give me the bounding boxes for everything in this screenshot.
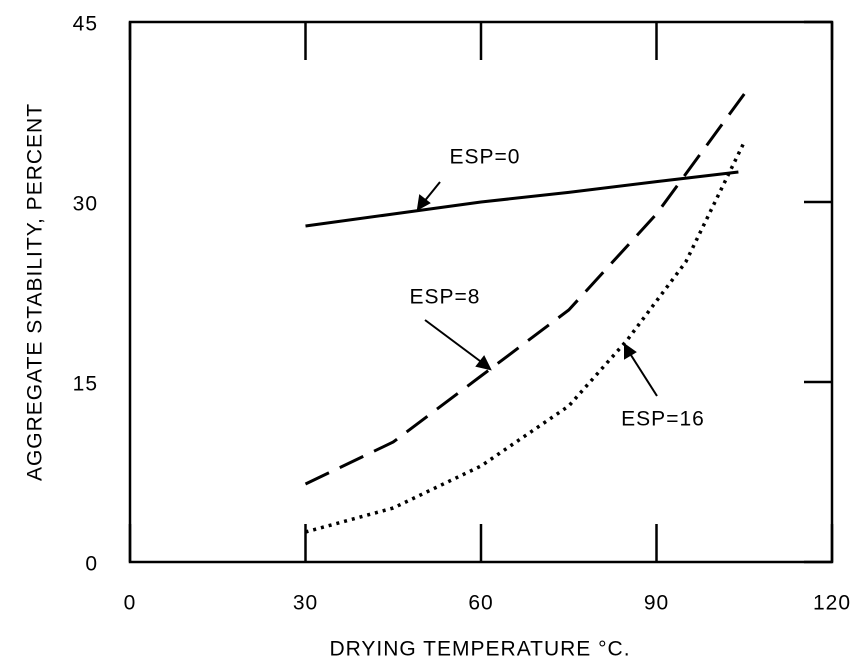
arrow-head xyxy=(475,355,492,371)
y-tick-label: 0 xyxy=(85,553,98,576)
y-tick-label: 30 xyxy=(73,193,98,216)
x-tick-label: 30 xyxy=(293,592,318,615)
series-label: ESP=8 xyxy=(410,286,481,309)
x-tick-label: 120 xyxy=(813,592,851,615)
y-axis-label: AGGREGATE STABILITY, PERCENT xyxy=(24,103,47,481)
series-line xyxy=(304,93,746,486)
x-tick-label: 90 xyxy=(644,592,669,615)
y-tick-label: 45 xyxy=(73,13,98,36)
plot-frame xyxy=(128,20,834,564)
x-axis-label: DRYING TEMPERATURE °C. xyxy=(329,638,630,661)
arrow xyxy=(628,351,658,397)
series-line xyxy=(305,170,739,228)
x-tick-label: 60 xyxy=(468,592,493,615)
x-tick-label: 0 xyxy=(124,592,137,615)
y-tick-label: 15 xyxy=(73,373,98,396)
series-label: ESP=16 xyxy=(621,408,705,431)
series-line xyxy=(305,141,746,534)
arrow-head xyxy=(624,343,637,360)
annotation-arrows xyxy=(416,181,658,397)
series-label: ESP=0 xyxy=(450,146,521,169)
arrow xyxy=(424,319,485,365)
arrow-head xyxy=(416,194,431,211)
